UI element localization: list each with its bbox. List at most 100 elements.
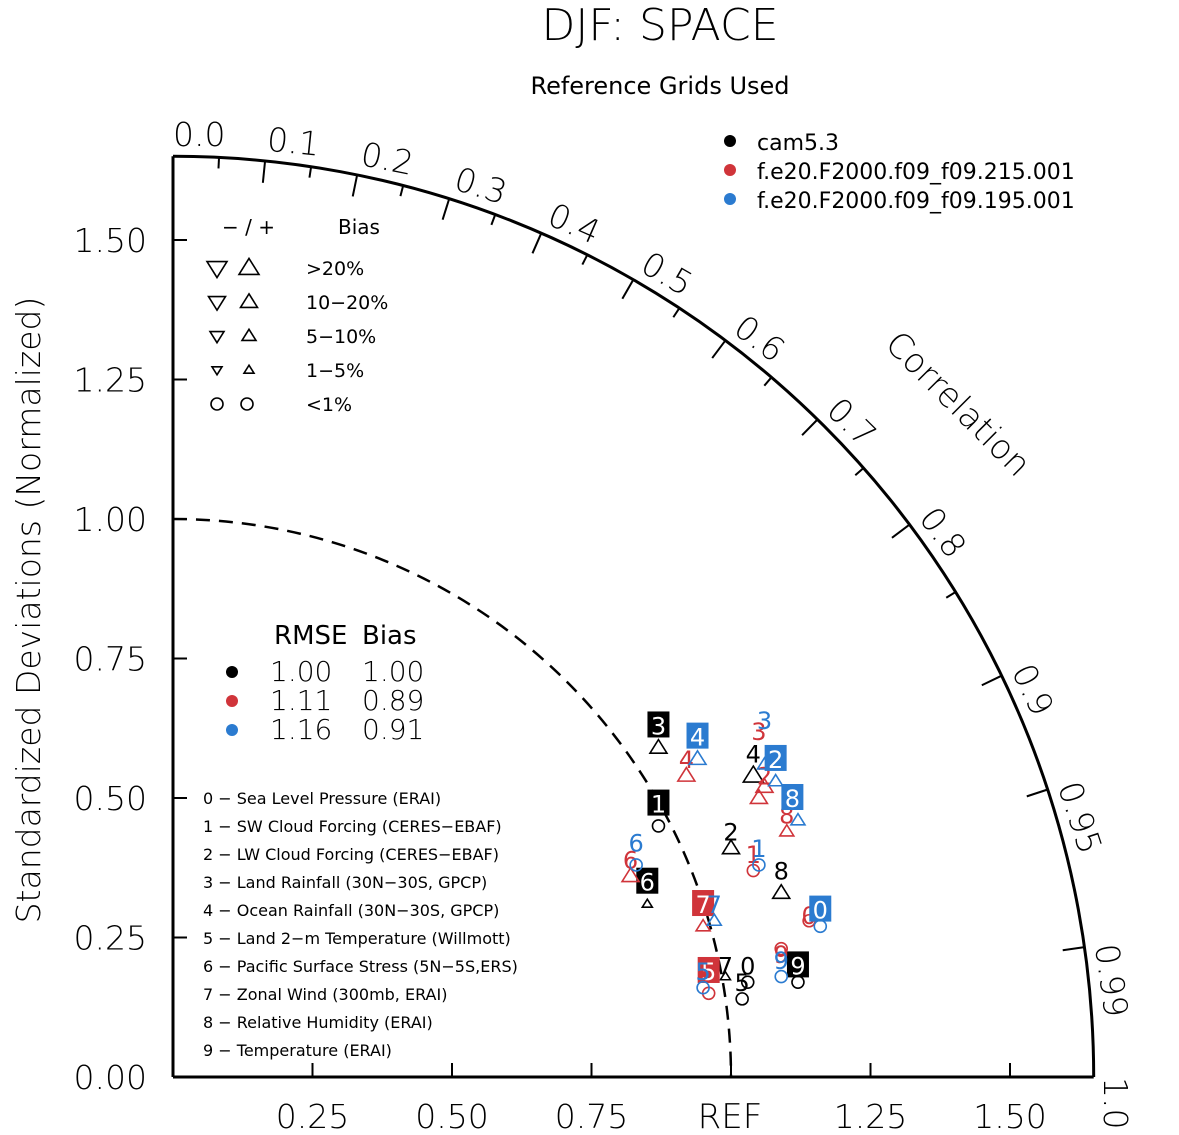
data-point-label: 5 xyxy=(735,969,750,997)
data-point-label: 5 xyxy=(701,958,716,986)
data-point-label: 9 xyxy=(774,947,789,975)
bias-legend-tri-down xyxy=(205,260,229,280)
y-tick-label: 1.00 xyxy=(74,500,147,539)
data-point-marker xyxy=(771,883,792,900)
data-point-label-box xyxy=(786,951,809,978)
data-point-label-box xyxy=(764,744,787,771)
summary-rmse: 1.00 xyxy=(270,655,332,688)
data-point-marker xyxy=(651,819,666,833)
data-point-marker xyxy=(789,812,807,826)
data-point-label-box xyxy=(647,789,670,816)
correlation-tick-label: 0.4 xyxy=(542,195,606,252)
summary-dot xyxy=(226,695,238,707)
y-axis-label: Standardized Deviations (Normalized) xyxy=(9,297,48,924)
bias-legend-label: >20% xyxy=(306,258,364,280)
correlation-tick xyxy=(490,214,497,226)
data-point-label: 6 xyxy=(623,846,638,874)
variable-key-item: 9 − Temperature (ERAI) xyxy=(203,1041,392,1060)
y-tick-label: 1.50 xyxy=(74,221,147,260)
data-point-label: 2 xyxy=(768,746,783,774)
summary-bias: 0.89 xyxy=(362,684,424,717)
summary-bias-header: Bias xyxy=(362,621,417,651)
model-legend-dot xyxy=(724,193,736,205)
variable-key-item: 1 − SW Cloud Forcing (CERES−EBAF) xyxy=(203,817,502,836)
data-point-label: 7 xyxy=(718,952,733,980)
data-point-label-box xyxy=(647,711,670,738)
correlation-tick xyxy=(581,254,589,266)
data-point-label: 1 xyxy=(751,835,766,863)
variable-key-item: 3 − Land Rainfall (30N−30S, GPCP) xyxy=(203,873,487,892)
bias-legend-label: 1−5% xyxy=(306,360,364,382)
variable-key-item: 5 − Land 2−m Temperature (Willmott) xyxy=(203,929,511,948)
bias-legend-label: 10−20% xyxy=(306,292,388,314)
correlation-tick xyxy=(981,674,1003,687)
variable-key-item: 8 − Relative Humidity (ERAI) xyxy=(203,1013,433,1032)
data-point-marker xyxy=(774,969,789,984)
x-tick-label: 0.25 xyxy=(276,1097,349,1135)
data-point-label: 3 xyxy=(757,707,772,735)
data-point-marker xyxy=(778,823,796,837)
data-point-marker xyxy=(752,858,766,872)
data-point-label: 6 xyxy=(640,869,655,897)
model-legend-name: f.e20.F2000.f09_f09.195.001 xyxy=(757,189,1075,214)
y-tick-label: 0.00 xyxy=(74,1058,147,1097)
bias-legend-tri-up xyxy=(240,327,258,342)
model-legend-name: f.e20.F2000.f09_f09.215.001 xyxy=(757,160,1075,185)
data-point-label: 9 xyxy=(790,952,805,980)
data-point-label: 4 xyxy=(746,740,761,768)
data-point-marker xyxy=(721,838,741,855)
correlation-tick xyxy=(1062,946,1085,952)
data-point-marker xyxy=(748,788,769,805)
data-point-marker xyxy=(696,980,710,995)
correlation-tick-label: 0.7 xyxy=(819,390,884,455)
data-point-marker xyxy=(648,738,669,755)
data-point-marker xyxy=(740,975,755,989)
variable-key-item: 4 − Ocean Rainfall (30N−30S, GPCP) xyxy=(203,901,499,920)
data-point-marker xyxy=(774,941,789,956)
data-point-label-box xyxy=(692,890,715,917)
correlation-tick xyxy=(1026,788,1048,798)
data-point-marker xyxy=(640,897,654,909)
bias-legend-signs: − / + xyxy=(222,215,275,239)
data-point-label: 1 xyxy=(746,841,761,869)
x-tick-label: 0.50 xyxy=(415,1097,488,1135)
data-point-label-box xyxy=(809,895,832,922)
data-point-marker xyxy=(687,749,708,766)
data-point-marker xyxy=(676,766,697,782)
y-tick-label: 1.25 xyxy=(74,361,147,400)
data-point-label: 0 xyxy=(740,952,755,980)
summary-bias: 1.00 xyxy=(362,655,424,688)
y-tick-label: 0.50 xyxy=(74,779,147,818)
bias-legend-tri-up xyxy=(242,363,256,374)
correlation-tick xyxy=(351,174,359,197)
correlation-tick xyxy=(308,166,313,178)
data-point-marker xyxy=(741,764,765,783)
model-legend-dot xyxy=(724,164,736,176)
y-tick-label: 0.25 xyxy=(74,919,147,958)
data-point-label: 7 xyxy=(707,891,722,919)
correlation-tick xyxy=(441,198,451,220)
chart-title: DJF: SPACE xyxy=(541,0,778,51)
correlation-tick xyxy=(672,307,681,318)
data-point-label: 4 xyxy=(690,724,705,752)
correlation-tick-label: 1.0 xyxy=(1096,1077,1135,1129)
ref-label: REF xyxy=(698,1097,763,1135)
correlation-tick xyxy=(217,157,221,169)
x-tick-label: 1.25 xyxy=(834,1097,907,1135)
x-tick-label: 1.50 xyxy=(973,1097,1046,1135)
model-legend-dot xyxy=(724,135,736,147)
correlation-tick xyxy=(854,467,865,477)
bias-legend-tri-down xyxy=(210,366,224,377)
data-point-marker xyxy=(705,912,723,927)
correlation-tick xyxy=(891,523,911,539)
correlation-tick-label: 0.9 xyxy=(1004,658,1062,722)
correlation-tick-label: 0.5 xyxy=(635,244,700,304)
bias-legend-tri-down xyxy=(207,295,227,312)
chart-subtitle: Reference Grids Used xyxy=(530,72,789,100)
correlation-tick xyxy=(399,185,405,197)
correlation-tick xyxy=(711,339,727,359)
summary-rmse: 1.11 xyxy=(270,684,332,717)
summary-rmse-header: RMSE xyxy=(274,621,347,651)
correlation-tick-label: 0.3 xyxy=(450,159,512,212)
